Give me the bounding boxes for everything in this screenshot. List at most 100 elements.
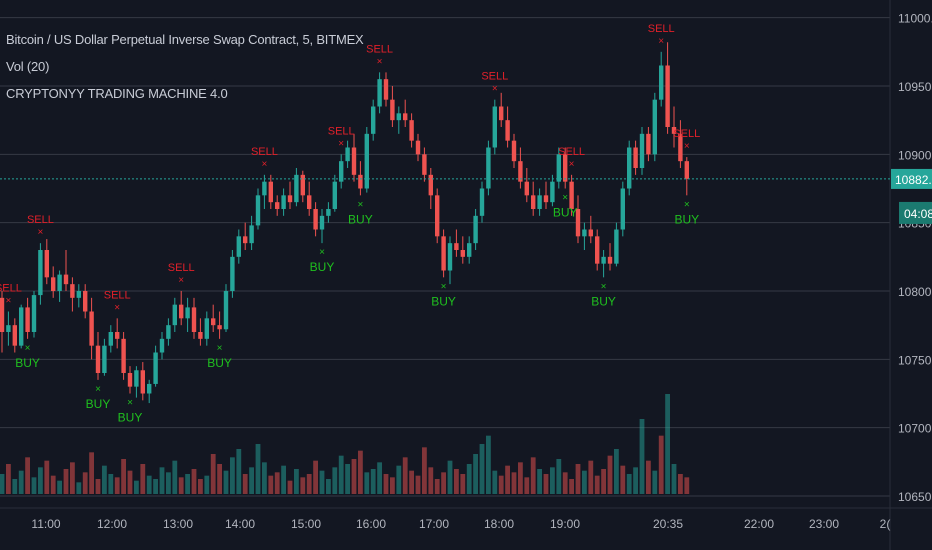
candle-body — [614, 229, 619, 264]
buy-signal-label: BUY — [674, 212, 699, 226]
candle-body — [345, 147, 350, 162]
candle-body — [300, 174, 305, 196]
x-tick-label: 2( — [880, 517, 891, 531]
x-tick-label: 23:00 — [809, 517, 839, 531]
candle-body — [172, 304, 177, 326]
volume-bar — [25, 457, 30, 494]
candle-body — [492, 106, 497, 148]
y-tick-label: 10750.0 — [898, 353, 932, 367]
buy-marker: × — [562, 193, 568, 204]
candle-body — [358, 174, 363, 189]
volume-bar — [479, 444, 485, 494]
volume-bar — [217, 464, 222, 494]
candle-body — [499, 106, 504, 121]
volume-bar — [492, 470, 498, 494]
volume-bar — [415, 475, 421, 494]
volume-bar — [134, 480, 139, 494]
volume-bar — [255, 444, 261, 494]
volume-bar — [191, 469, 197, 494]
candle-body — [275, 202, 280, 209]
volume-bar — [319, 470, 325, 494]
sell-marker: × — [569, 159, 575, 170]
candle-body — [607, 256, 613, 264]
sell-marker: × — [658, 36, 664, 47]
candle-body — [307, 195, 312, 209]
y-tick-label: 10650.0 — [898, 490, 932, 504]
buy-signal-label: BUY — [553, 206, 578, 220]
chart-title[interactable]: Bitcoin / US Dollar Perpetual Inverse Sw… — [6, 32, 364, 47]
candle-body — [479, 188, 485, 216]
sell-signal-label: SELL — [366, 43, 393, 55]
volume-bar — [473, 454, 478, 494]
candle-body — [262, 181, 267, 196]
volume-bar — [108, 474, 114, 494]
volume-bar — [159, 467, 165, 494]
volume-bar — [230, 457, 235, 494]
volume-study-label[interactable]: Vol (20) — [6, 59, 50, 74]
candle-body — [351, 147, 357, 175]
volume-bar — [274, 472, 280, 494]
volume-bar — [345, 464, 350, 494]
volume-bar — [505, 465, 510, 494]
x-tick-label: 17:00 — [419, 517, 449, 531]
volume-bar — [543, 474, 549, 494]
sell-marker: × — [377, 56, 383, 67]
candle-body — [460, 250, 465, 257]
indicator-label[interactable]: CRYPTONYY TRADING MACHINE 4.0 — [6, 86, 228, 101]
volume-bar — [498, 475, 504, 494]
candle-body — [467, 243, 472, 257]
candle-body — [19, 307, 24, 346]
candle-body — [505, 120, 510, 141]
candle-body — [371, 106, 376, 134]
candle-body — [588, 229, 593, 237]
volume-bar — [607, 455, 613, 494]
volume-bar — [466, 464, 472, 494]
x-tick-label: 15:00 — [291, 517, 321, 531]
volume-bar — [82, 472, 88, 494]
candle-body — [89, 311, 94, 346]
candle-body — [63, 274, 69, 285]
x-tick-label: 13:00 — [163, 517, 193, 531]
buy-signal-label: BUY — [348, 212, 373, 226]
buy-signal-label: BUY — [591, 294, 616, 308]
candle-body — [108, 332, 113, 346]
volume-bar — [678, 474, 683, 494]
candle-body — [646, 133, 651, 155]
y-tick-label: 10700.0 — [898, 422, 932, 436]
volume-bar — [588, 460, 594, 494]
volume-bar — [486, 435, 491, 494]
volume-bar — [300, 477, 306, 494]
volume-bar — [620, 465, 626, 494]
candle-body — [25, 307, 30, 332]
volume-bar — [178, 477, 184, 494]
candle-body — [243, 236, 248, 244]
candle-body — [153, 352, 158, 384]
volume-bar — [396, 465, 402, 494]
volume-bar — [249, 467, 254, 494]
volume-bar — [121, 459, 126, 494]
candle-body — [396, 113, 401, 121]
countdown-label: 04:08 — [904, 207, 932, 221]
volume-bar — [12, 479, 18, 494]
candle-body — [454, 243, 459, 250]
candle-body — [441, 236, 446, 271]
buy-marker: × — [357, 199, 363, 210]
candle-body — [159, 338, 165, 353]
sell-signal-label: SELL — [27, 214, 54, 226]
sell-signal-label: SELL — [104, 289, 131, 301]
volume-bar — [370, 469, 376, 494]
candle-body — [198, 332, 203, 339]
candle-body — [550, 181, 555, 203]
volume-bar — [614, 449, 619, 494]
sell-signal-label: SELL — [648, 23, 675, 35]
sell-marker: × — [492, 84, 498, 95]
volume-bar — [57, 480, 62, 494]
buy-signal-label: BUY — [86, 397, 111, 411]
volume-bar — [569, 479, 574, 494]
candle-body — [44, 250, 49, 278]
volume-bar — [63, 469, 69, 494]
candle-body — [326, 209, 331, 216]
y-tick-label: 10900.0 — [898, 148, 932, 162]
x-tick-label: 14:00 — [225, 517, 255, 531]
